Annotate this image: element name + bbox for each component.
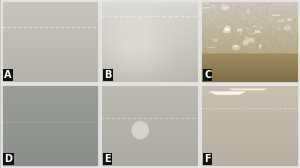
Text: C: C	[204, 70, 211, 80]
Text: D: D	[4, 154, 12, 164]
Text: A: A	[4, 70, 12, 80]
Text: B: B	[104, 70, 112, 80]
Text: E: E	[104, 154, 111, 164]
Ellipse shape	[131, 121, 149, 139]
Text: F: F	[204, 154, 211, 164]
